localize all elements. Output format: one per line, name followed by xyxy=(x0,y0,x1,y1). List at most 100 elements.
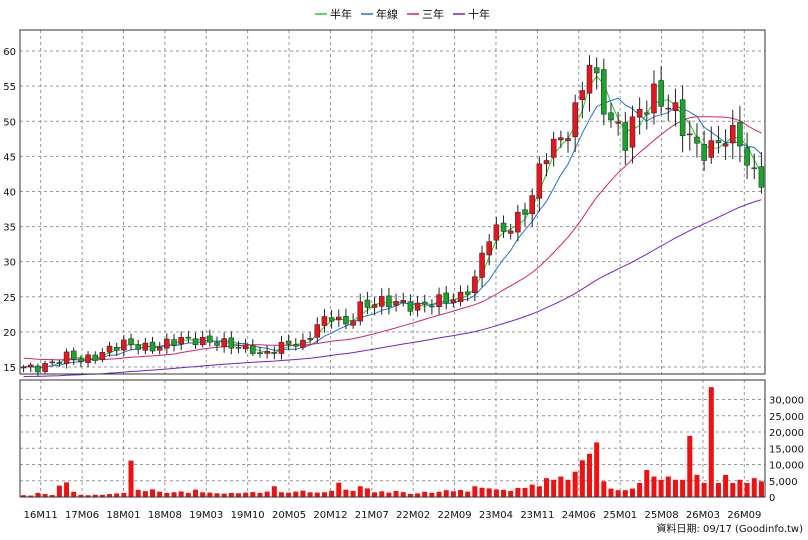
x-tick-label: 16M11 xyxy=(24,510,58,521)
candle-down xyxy=(78,358,84,362)
price-tick-label: 45 xyxy=(3,152,16,163)
price-tick-label: 40 xyxy=(3,187,16,198)
candle-up xyxy=(665,107,672,110)
volume-bar xyxy=(472,486,478,497)
volume-bar xyxy=(443,490,449,497)
volume-bar xyxy=(343,489,349,497)
volume-bar xyxy=(601,481,607,497)
volume-bar xyxy=(71,491,77,497)
candle-up xyxy=(579,90,586,101)
volume-bar xyxy=(672,479,678,497)
volume-bar xyxy=(307,492,313,497)
volume-bar xyxy=(85,495,91,497)
candle-up xyxy=(278,342,285,354)
candle-up xyxy=(708,140,715,158)
ma-ten-year-line xyxy=(23,199,762,378)
candle-down xyxy=(464,291,471,295)
volume-bar xyxy=(622,490,628,497)
candle-up xyxy=(529,195,535,215)
volume-bar xyxy=(142,491,148,497)
candle-up xyxy=(479,252,485,278)
volume-bar xyxy=(422,491,428,497)
volume-bar xyxy=(758,481,764,497)
candle-up xyxy=(300,339,306,348)
candle-down xyxy=(171,339,177,346)
volume-bar xyxy=(56,485,62,497)
volume-bar xyxy=(565,479,571,497)
candle-down xyxy=(608,112,614,121)
price-frame xyxy=(19,29,766,375)
volume-bar xyxy=(429,492,435,497)
candle-down xyxy=(293,344,299,347)
volume-bar xyxy=(42,494,48,497)
candle-up xyxy=(586,64,593,94)
x-tick-label: 22M09 xyxy=(438,510,472,521)
volume-bar xyxy=(586,453,593,497)
price-tick-label: 35 xyxy=(3,223,16,234)
candle-up xyxy=(393,301,399,306)
volume-bar xyxy=(658,479,664,497)
candle-up xyxy=(314,324,321,338)
volume-bar xyxy=(737,479,743,497)
candle-up xyxy=(636,108,643,118)
candle-up xyxy=(536,163,543,199)
volume-bar xyxy=(372,492,378,497)
volume-bar xyxy=(192,489,199,497)
candle-up xyxy=(321,316,328,326)
candle-down xyxy=(715,140,722,144)
volume-tick-label: 15,000 xyxy=(769,444,804,455)
volume-bar xyxy=(386,492,392,497)
candle-up xyxy=(142,342,149,351)
candle-up xyxy=(49,361,55,364)
candle-up xyxy=(221,338,227,347)
candle-down xyxy=(386,295,392,308)
candle-up xyxy=(515,211,521,233)
candle-up xyxy=(507,230,514,234)
volume-bar xyxy=(458,490,464,497)
candle-down xyxy=(56,362,63,364)
price-tick-label: 55 xyxy=(3,82,16,93)
candle-down xyxy=(92,354,98,361)
candle-down xyxy=(364,299,371,308)
source-note: 資料日期: 09/17 (Goodinfo.tw) xyxy=(656,522,803,535)
volume-tick-label: 30,000 xyxy=(769,396,804,407)
volume-bar xyxy=(250,492,256,497)
x-tick-label: 25M08 xyxy=(644,510,678,521)
volume-tick-label: 5,000 xyxy=(769,477,798,488)
candle-up xyxy=(378,296,385,307)
candle-down xyxy=(343,316,349,325)
candle-up xyxy=(336,316,342,321)
candle-down xyxy=(149,341,156,352)
candle-down xyxy=(214,342,220,346)
price-tick-label: 30 xyxy=(3,258,16,269)
candle-up xyxy=(730,125,736,144)
x-tick-label: 23M11 xyxy=(520,510,554,521)
volume-bar xyxy=(522,487,528,497)
volume-bar xyxy=(64,482,70,497)
candle-up xyxy=(106,345,113,353)
candle-down xyxy=(271,352,278,354)
volume-bar xyxy=(665,476,671,497)
volume-bar xyxy=(185,492,191,497)
volume-bar xyxy=(286,492,292,497)
candle-down xyxy=(701,143,707,161)
volume-bar xyxy=(221,493,227,497)
x-tick-label: 22M02 xyxy=(396,510,430,521)
volume-bar xyxy=(701,483,707,497)
volume-bar xyxy=(436,491,442,497)
x-tick-label: 20M12 xyxy=(313,510,347,521)
candle-down xyxy=(235,346,242,349)
candle-down xyxy=(744,147,750,166)
candle-down xyxy=(113,347,120,351)
legend-label: 十年 xyxy=(468,7,490,21)
candle-down xyxy=(737,121,743,147)
volume-tick-label: 0 xyxy=(769,493,775,504)
candle-down xyxy=(228,337,235,349)
price-tick-label: 25 xyxy=(3,293,16,304)
candle-down xyxy=(679,99,686,136)
candle-down xyxy=(644,112,650,115)
price-tick-label: 60 xyxy=(3,47,16,58)
candle-down xyxy=(207,335,213,343)
candle-up xyxy=(307,338,313,340)
